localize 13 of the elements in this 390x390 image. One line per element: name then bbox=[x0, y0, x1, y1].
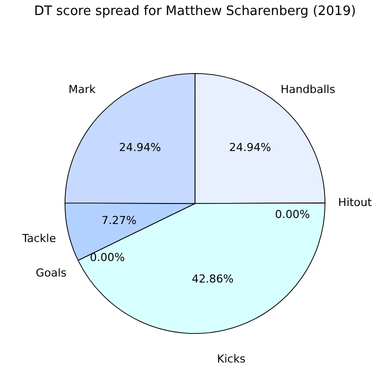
text: 0.00% bbox=[275, 208, 310, 222]
data-label: 7.27% bbox=[101, 214, 136, 227]
data-label: 24.94% bbox=[118, 141, 161, 154]
data-label: 42.86% bbox=[192, 272, 234, 286]
category-label: Hitout bbox=[338, 196, 372, 209]
slice-label: Tackle bbox=[21, 232, 56, 246]
data-label: 24.94% bbox=[229, 141, 272, 154]
category-label: Goals bbox=[36, 266, 67, 280]
slice-label: Kicks bbox=[217, 352, 246, 366]
slice-label: Mark bbox=[68, 83, 96, 96]
slice-label: Handballs bbox=[280, 83, 336, 96]
chart-title: DT score spread for Matthew Scharenberg (2019) bbox=[34, 4, 356, 19]
text: 0.00% bbox=[90, 251, 125, 264]
